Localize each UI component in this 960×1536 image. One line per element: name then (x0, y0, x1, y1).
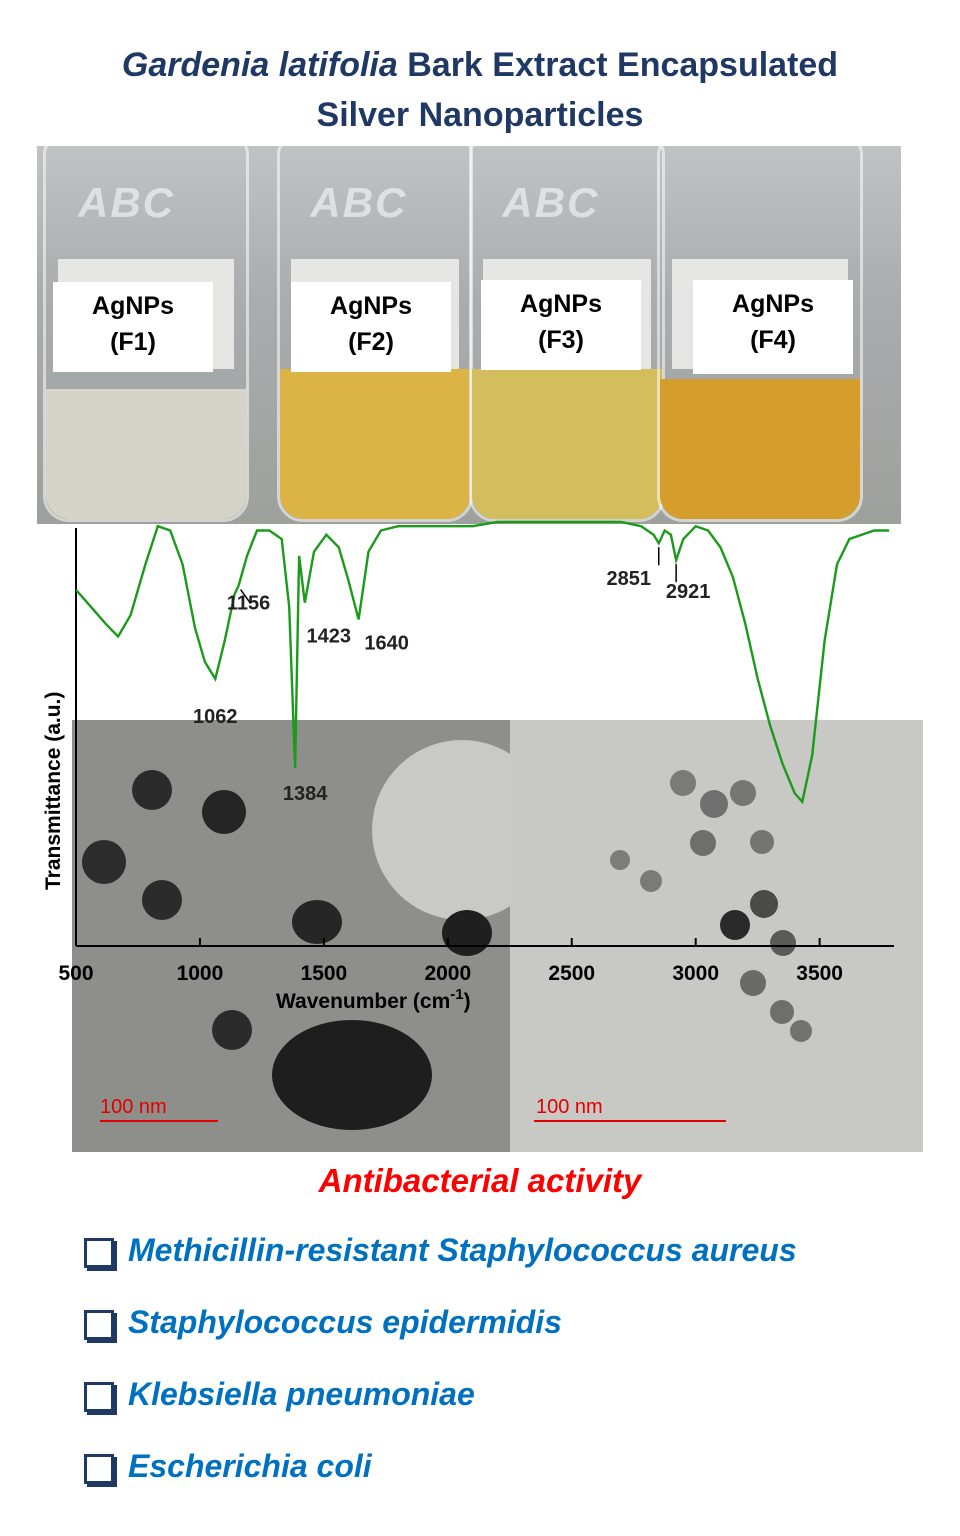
tem-image-right: 100 nm (510, 720, 923, 1152)
vial-brand-mark: ABC (78, 179, 175, 226)
bacteria-name: Klebsiella pneumoniae (128, 1376, 475, 1412)
tem-particle (690, 830, 716, 856)
tem-particle (700, 790, 728, 818)
tem-particle (142, 880, 182, 920)
vial-label-title: AgNPs (520, 290, 602, 318)
tem-background-blob (372, 740, 512, 920)
tem-particle (750, 830, 774, 854)
tem-particle (720, 910, 750, 940)
vial-liquid (46, 389, 246, 519)
bacteria-name: Escherichia coli (128, 1448, 372, 1484)
tem-particle (640, 870, 662, 892)
tem-particle (730, 780, 756, 806)
tem-particle (442, 910, 492, 956)
vial-label-title: AgNPs (330, 292, 412, 320)
tem-particle (670, 770, 696, 796)
tem-particle (202, 790, 246, 834)
vial-label-title: AgNPs (732, 290, 814, 318)
list-item: Methicillin-resistant Staphylococcus aur… (84, 1232, 797, 1304)
tem-particle-cluster (272, 1020, 432, 1130)
tem-particle (212, 1010, 252, 1050)
chart-peak-label: 1156 (227, 593, 270, 615)
vial-label-f1: AgNPs (F1) (53, 282, 213, 372)
checkbox-icon (84, 1310, 114, 1340)
tem-image-left: 100 nm (72, 720, 512, 1152)
tem-scale-label: 100 nm (536, 1096, 603, 1118)
vial-label-code: (F1) (110, 328, 156, 356)
tem-particle (750, 890, 778, 918)
vial-brand-mark: ABC (310, 179, 408, 226)
checkbox-icon (84, 1238, 114, 1268)
list-item: Klebsiella pneumoniae (84, 1376, 797, 1448)
chart-peak-arrow (239, 589, 252, 605)
tem-particle (790, 1020, 812, 1042)
tem-scale-label: 100 nm (100, 1096, 167, 1118)
vial-label-code: (F3) (538, 326, 584, 354)
vial-liquid (660, 379, 860, 519)
bacteria-list: Methicillin-resistant Staphylococcus aur… (84, 1232, 797, 1520)
chart-peak-label: 1423 (307, 626, 352, 648)
vial-liquid (472, 369, 662, 519)
vial-label-code: (F4) (750, 326, 796, 354)
tem-particle (740, 970, 766, 996)
list-item: Escherichia coli (84, 1448, 797, 1520)
tem-scale-bar (100, 1120, 218, 1122)
antibacterial-heading: Antibacterial activity (318, 1162, 642, 1199)
tem-particle (770, 1000, 794, 1024)
bacteria-name: Methicillin-resistant Staphylococcus aur… (128, 1232, 797, 1268)
title-rest: Bark Extract Encapsulated (407, 46, 839, 84)
title-line-1: Gardenia latifolia Bark Extract Encapsul… (0, 42, 960, 88)
vial-label-f3: AgNPs (F3) (481, 280, 641, 370)
tem-particle (82, 840, 126, 884)
tem-particle (292, 900, 342, 944)
chart-y-axis-label: Transmittance (a.u.) (42, 692, 65, 890)
title-species: Gardenia latifolia (121, 46, 398, 84)
vial-label-f4: AgNPs (F4) (693, 280, 853, 374)
vial-label-f2: AgNPs (F2) (291, 282, 451, 372)
vial-brand-mark: ABC (502, 179, 600, 226)
vial-label-code: (F2) (348, 328, 394, 356)
chart-peak-label: 1640 (364, 633, 409, 655)
chart-peak-label: 2851 (607, 568, 652, 590)
tem-scale-bar (534, 1120, 726, 1122)
tem-particle (610, 850, 630, 870)
tem-particle (770, 930, 796, 956)
vial-label-title: AgNPs (92, 292, 174, 320)
list-item: Staphylococcus epidermidis (84, 1304, 797, 1376)
tem-particle (132, 770, 172, 810)
vial-liquid (280, 369, 470, 519)
bacteria-name: Staphylococcus epidermidis (128, 1304, 562, 1340)
checkbox-icon (84, 1454, 114, 1484)
title-line-2: Silver Nanoparticles (316, 96, 644, 134)
chart-peak-label: 2921 (666, 581, 711, 603)
checkbox-icon (84, 1382, 114, 1412)
